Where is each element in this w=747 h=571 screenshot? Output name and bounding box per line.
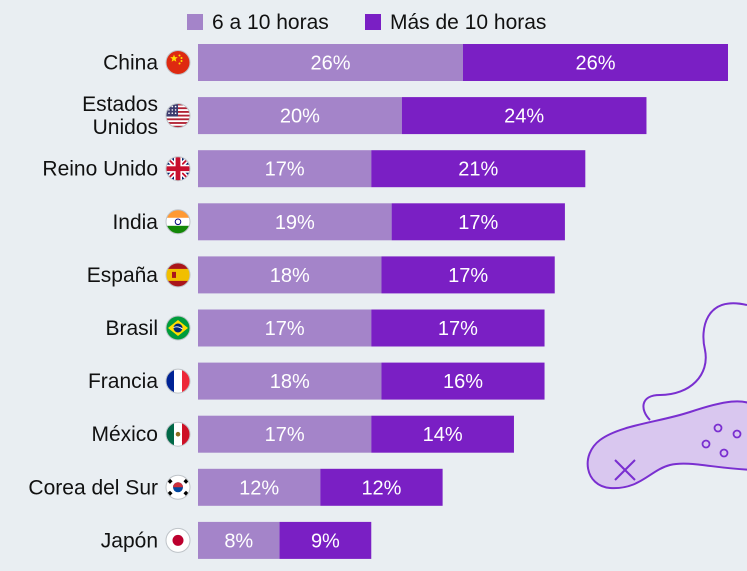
category-label-5: España xyxy=(87,264,159,287)
bar-dark-8 xyxy=(371,415,514,453)
data-label-light-9: 12% xyxy=(239,477,279,499)
bar-dark-6 xyxy=(371,309,545,347)
data-label-dark-4: 17% xyxy=(458,212,498,234)
bar-dark-3 xyxy=(371,150,586,188)
bar-light-4 xyxy=(198,203,392,241)
bar-dark-7 xyxy=(381,362,545,400)
category-label-2: Estados Unidos xyxy=(82,93,158,139)
data-label-light-8: 17% xyxy=(265,424,305,446)
flag-icon-us xyxy=(165,103,191,129)
bar-light-6 xyxy=(198,309,372,347)
category-label-6: Brasil xyxy=(105,317,158,340)
data-label-dark-10: 9% xyxy=(311,530,340,552)
data-label-dark-6: 17% xyxy=(438,318,478,340)
category-label-3: Reino Unido xyxy=(42,158,158,181)
data-label-light-6: 17% xyxy=(265,318,305,340)
flag-icon-fr xyxy=(165,368,191,394)
flag-icon-jp xyxy=(165,527,191,553)
flag-icon-gb xyxy=(165,156,191,182)
category-label-4: India xyxy=(112,211,158,234)
flag-icon-cn xyxy=(165,50,191,75)
bar-light-7 xyxy=(198,362,382,400)
flag-icon-br xyxy=(165,315,191,341)
category-label-10: Japón xyxy=(101,529,158,552)
bar-light-9 xyxy=(198,468,321,506)
legend-swatch-2 xyxy=(365,14,381,30)
bar-light-5 xyxy=(198,256,382,294)
bar-dark-10 xyxy=(279,521,372,559)
bar-dark-5 xyxy=(381,256,555,294)
data-label-light-5: 18% xyxy=(270,265,310,287)
legend-label-2: Más de 10 horas xyxy=(390,11,546,34)
bar-light-1 xyxy=(198,44,463,81)
flag-icon-kr xyxy=(165,474,191,500)
data-label-dark-9: 12% xyxy=(361,477,401,499)
flag-icon-in xyxy=(165,209,191,235)
bar-light-3 xyxy=(198,150,372,188)
bar-dark-9 xyxy=(320,468,443,506)
game-controller-icon xyxy=(586,400,747,490)
legend: 6 a 10 horas Más de 10 horas xyxy=(187,11,546,34)
category-label-1: China xyxy=(103,52,158,75)
category-label-7: Francia xyxy=(88,370,158,393)
bar-dark-1 xyxy=(463,44,728,81)
bar-light-2 xyxy=(198,97,402,135)
bars: 26% 26% 20% 24% 17% 21% 19% 17% 18% 17% 17% 17% 18% 1… xyxy=(198,44,728,559)
legend-swatch-1 xyxy=(187,14,203,30)
bar-dark-4 xyxy=(391,203,565,241)
data-label-light-10: 8% xyxy=(224,530,253,552)
data-label-dark-8: 14% xyxy=(423,424,463,446)
game-controller-decoration xyxy=(586,302,747,490)
data-label-dark-7: 16% xyxy=(443,371,483,393)
data-label-light-1: 26% xyxy=(310,53,350,75)
flag-icon-es xyxy=(165,262,191,288)
category-label-9: Corea del Sur xyxy=(28,476,158,499)
data-label-light-4: 19% xyxy=(275,212,315,234)
bar-light-8 xyxy=(198,415,372,453)
data-label-dark-2: 24% xyxy=(504,106,544,128)
flag-icon-mx xyxy=(165,421,191,447)
category-labels: China Estados Unidos Reino Unido India España… xyxy=(28,50,191,553)
data-label-dark-1: 26% xyxy=(575,53,615,75)
legend-label-1: 6 a 10 horas xyxy=(212,11,329,34)
bar-dark-2 xyxy=(401,97,647,135)
data-label-light-3: 17% xyxy=(265,159,305,181)
data-label-light-2: 20% xyxy=(280,106,320,128)
category-label-8: México xyxy=(91,423,158,446)
data-label-dark-3: 21% xyxy=(458,159,498,181)
data-label-dark-5: 17% xyxy=(448,265,488,287)
bar-light-10 xyxy=(198,521,280,559)
data-label-light-7: 18% xyxy=(270,371,310,393)
